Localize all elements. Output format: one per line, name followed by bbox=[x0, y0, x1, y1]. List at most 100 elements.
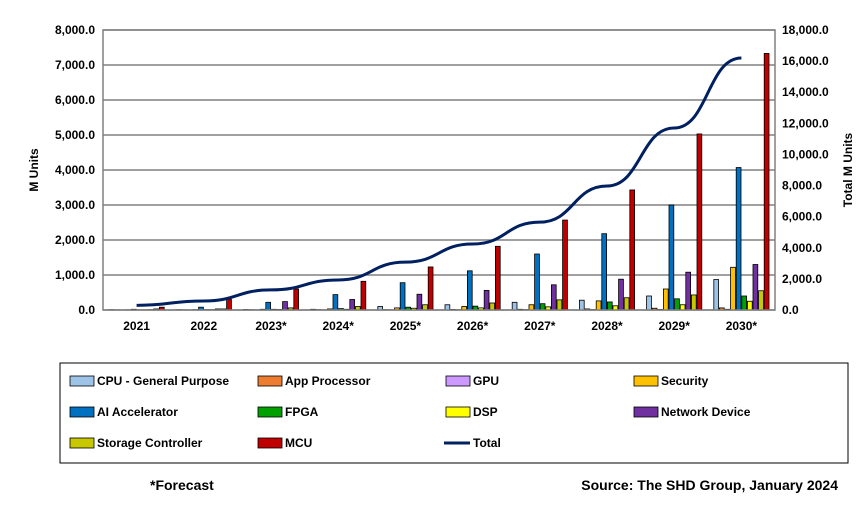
y-tick-label: 8,000.0 bbox=[55, 23, 95, 37]
bar-cpu-general-purpose bbox=[579, 299, 585, 311]
y2-tick-label: 4,000.0 bbox=[782, 241, 822, 255]
legend-label: FPGA bbox=[285, 405, 319, 419]
legend-swatch bbox=[445, 375, 471, 387]
x-tick-label: 2021 bbox=[123, 319, 150, 333]
bar-storage-controller bbox=[623, 297, 630, 311]
bar-cpu-general-purpose bbox=[511, 301, 518, 311]
bar-ai-accelerator bbox=[601, 233, 607, 311]
source-note: Source: The SHD Group, January 2024 bbox=[581, 477, 838, 493]
bar-mcu bbox=[629, 189, 635, 311]
legend-swatch bbox=[257, 406, 283, 418]
bar-security bbox=[528, 304, 535, 311]
legend-label: Network Device bbox=[661, 405, 751, 419]
legend-swatch bbox=[69, 406, 95, 418]
x-tick-label: 2027* bbox=[524, 319, 556, 333]
x-tick-label: 2029* bbox=[659, 319, 691, 333]
legend-swatch bbox=[69, 437, 95, 449]
y-tick-label: 5,000.0 bbox=[55, 128, 95, 142]
y2-tick-label: 0.0 bbox=[782, 303, 799, 317]
legend-label: Total bbox=[473, 436, 501, 450]
y-tick-label: 6,000.0 bbox=[55, 93, 95, 107]
x-tick-label: 2030* bbox=[726, 319, 758, 333]
bar-dsp bbox=[679, 304, 686, 311]
bar-storage-controller bbox=[422, 304, 428, 311]
bar-mcu bbox=[360, 280, 367, 311]
legend-swatch bbox=[257, 375, 283, 387]
y-axis-label: M Units bbox=[27, 148, 41, 192]
bar-security bbox=[730, 266, 736, 311]
y-tick-label: 4,000.0 bbox=[55, 163, 95, 177]
y-tick-label: 0.0 bbox=[78, 303, 95, 317]
bar-fpga bbox=[539, 303, 546, 311]
bar-ai-accelerator bbox=[735, 167, 742, 311]
legend-label: MCU bbox=[285, 436, 312, 450]
x-tick-label: 2025* bbox=[390, 319, 422, 333]
bar-ai-accelerator bbox=[265, 301, 271, 311]
bar-mcu bbox=[696, 133, 703, 311]
y2-tick-label: 10,000.0 bbox=[782, 147, 829, 161]
y2-tick-label: 2,000.0 bbox=[782, 272, 822, 286]
bar-storage-controller bbox=[691, 294, 697, 311]
bar-mcu bbox=[763, 53, 770, 311]
bar-storage-controller bbox=[489, 302, 495, 311]
y2-tick-label: 12,000.0 bbox=[782, 116, 829, 130]
bar-network-device bbox=[618, 278, 624, 311]
bar-network-device bbox=[282, 301, 288, 311]
bar-network-device bbox=[752, 264, 759, 311]
bar-cpu-general-purpose bbox=[646, 295, 652, 311]
bar-fpga bbox=[674, 298, 680, 311]
plot-border bbox=[102, 29, 776, 311]
x-tick-label: 2026* bbox=[457, 319, 489, 333]
bar-fpga bbox=[741, 295, 747, 311]
bar-network-device bbox=[416, 293, 423, 311]
legend-swatch bbox=[633, 375, 659, 387]
bar-network-device bbox=[483, 289, 490, 311]
y-tick-label: 1,000.0 bbox=[55, 268, 95, 282]
legend-swatch bbox=[445, 406, 471, 418]
y2-axis-label: Total M Units bbox=[841, 132, 855, 207]
bar-ai-accelerator bbox=[466, 270, 473, 311]
bar-fpga bbox=[607, 301, 613, 311]
y2-tick-label: 18,000.0 bbox=[782, 23, 829, 37]
bar-network-device bbox=[685, 271, 691, 311]
legend-label: App Processor bbox=[285, 374, 371, 388]
bar-cpu-general-purpose bbox=[713, 279, 719, 311]
y2-tick-label: 6,000.0 bbox=[782, 210, 822, 224]
bar-ai-accelerator bbox=[534, 253, 540, 311]
bar-security bbox=[663, 288, 669, 311]
y2-tick-label: 14,000.0 bbox=[782, 85, 829, 99]
total-line bbox=[136, 56, 742, 307]
x-tick-label: 2023* bbox=[255, 319, 287, 333]
bar-network-device bbox=[551, 284, 557, 311]
bar-ai-accelerator bbox=[399, 282, 406, 311]
y2-tick-label: 8,000.0 bbox=[782, 179, 822, 193]
legend-label: AI Accelerator bbox=[97, 405, 178, 419]
bar-mcu bbox=[562, 219, 568, 311]
bar-storage-controller bbox=[758, 290, 764, 311]
bar-mcu bbox=[427, 266, 434, 311]
legend-label: CPU - General Purpose bbox=[97, 374, 229, 388]
forecast-note: *Forecast bbox=[150, 477, 214, 493]
bar-ai-accelerator bbox=[332, 294, 339, 311]
bar-mcu bbox=[293, 288, 299, 311]
y-tick-label: 7,000.0 bbox=[55, 58, 95, 72]
legend-label: Security bbox=[661, 374, 709, 388]
x-tick-label: 2022 bbox=[190, 319, 217, 333]
bar-dsp bbox=[747, 300, 753, 311]
y-tick-label: 3,000.0 bbox=[55, 198, 95, 212]
bar-mcu bbox=[226, 298, 232, 311]
legend-swatch bbox=[633, 406, 659, 418]
legend-swatch bbox=[257, 437, 283, 449]
y2-tick-label: 16,000.0 bbox=[782, 54, 829, 68]
bar-security bbox=[595, 300, 602, 311]
y-tick-label: 2,000.0 bbox=[55, 233, 95, 247]
bar-mcu bbox=[494, 245, 501, 311]
bar-cpu-general-purpose bbox=[444, 304, 451, 311]
legend-label: Storage Controller bbox=[97, 436, 203, 450]
legend-label: DSP bbox=[473, 405, 498, 419]
bar-network-device bbox=[349, 299, 355, 311]
legend-swatch bbox=[69, 375, 95, 387]
x-tick-label: 2024* bbox=[323, 319, 355, 333]
